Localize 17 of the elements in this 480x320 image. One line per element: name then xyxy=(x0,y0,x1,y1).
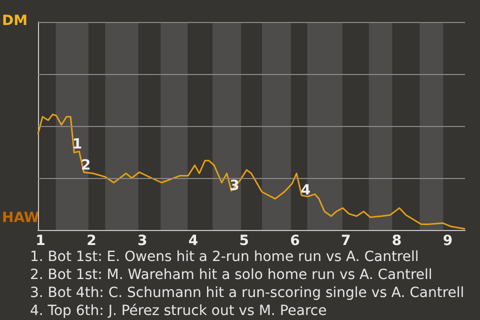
x-tick-label: 9 xyxy=(442,233,453,249)
annotation: HAW xyxy=(2,210,40,226)
x-tick-label: 2 xyxy=(86,233,96,249)
x-tick-label: 5 xyxy=(239,233,249,249)
x-tick-label: 4 xyxy=(188,233,198,249)
x-tick-label: 7 xyxy=(341,233,351,249)
x-tick-label: 1 xyxy=(36,233,46,249)
x-tick-label: 8 xyxy=(392,233,402,249)
annotation: 4 xyxy=(300,182,311,199)
text: DM xyxy=(2,13,28,29)
text: 2. Bot 1st: M. Wareham hit a solo home run vs A. Cantrell xyxy=(30,267,432,283)
text: 4. Top 6th: J. Pérez struck out vs M. Pearce xyxy=(30,303,327,319)
text: 3. Bot 4th: C. Schumann hit a run-scoring single vs A. Cantrell xyxy=(30,285,464,301)
x-tick-label: 3 xyxy=(137,233,148,249)
x-tick-label: 6 xyxy=(290,233,300,249)
annotation: 1 xyxy=(72,136,82,152)
text: 1. Bot 1st: E. Owens hit a 2-run home run vs A. Cantrell xyxy=(30,249,419,265)
